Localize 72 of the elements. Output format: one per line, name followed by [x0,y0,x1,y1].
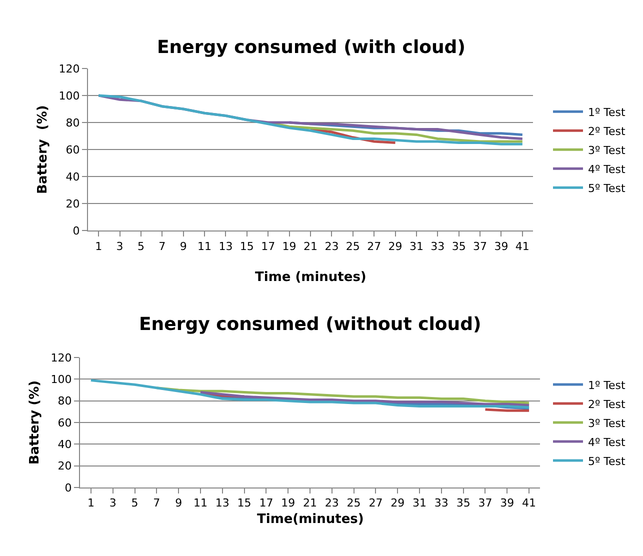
x-tick-label: 15 [237,496,252,510]
legend-label: 4º Test [588,162,626,176]
y-tick-label: 20 [66,197,80,210]
y-tick-label: 100 [58,89,80,102]
x-tick-label: 27 [367,240,382,253]
y-tick-label: 40 [58,438,72,452]
legend-label: 5º Test [588,454,626,468]
x-tick-label: 39 [494,240,508,253]
x-tick-label: 3 [109,496,116,510]
x-tick-label: 23 [324,496,339,510]
x-tick-label: 35 [452,240,466,253]
x-tick-label: 13 [215,496,230,510]
x-tick-label: 25 [346,240,360,253]
x-tick-label: 31 [409,240,424,253]
x-tick-label: 1 [95,240,102,253]
y-axis-title: Battery (%) [28,380,43,465]
x-tick-label: 21 [304,240,318,253]
x-tick-label: 9 [175,496,182,510]
y-tick-label: 60 [66,143,80,156]
legend-label: 2º Test [588,398,626,411]
x-tick-label: 11 [193,496,208,510]
legend-label: 1º Test [588,378,626,392]
y-tick-label: 0 [72,224,80,238]
y-tick-label: 0 [64,481,72,494]
x-tick-label: 21 [303,496,317,510]
y-tick-label: 120 [50,351,72,364]
y-tick-label: 80 [58,394,72,408]
x-tick-label: 7 [158,240,166,253]
y-tick-label: 60 [58,416,72,430]
y-tick-label: 20 [58,460,72,473]
y-tick-label: 120 [58,62,80,76]
y-tick-label: 100 [50,373,72,386]
x-tick-label: 19 [282,240,296,253]
x-tick-label: 11 [198,240,212,253]
legend-label: 3º Test [588,416,626,430]
legend-label: 5º Test [588,182,626,195]
x-axis-title: Time(minutes) [257,512,364,527]
x-tick-label: 29 [388,240,402,253]
x-tick-label: 13 [218,240,233,253]
x-tick-label: 7 [153,496,160,510]
legend-label: 1º Test [588,106,626,119]
x-tick-label: 37 [478,496,492,510]
y-tick-label: 80 [66,116,80,130]
x-tick-label: 27 [368,496,383,510]
x-tick-label: 33 [430,240,445,253]
x-tick-label: 17 [261,240,276,253]
x-tick-label: 39 [500,496,514,510]
y-tick-label: 40 [66,170,80,184]
x-tick-label: 5 [131,496,138,510]
x-tick-label: 19 [281,496,296,510]
x-tick-label: 3 [116,240,124,253]
legend-label: 3º Test [588,144,626,157]
x-tick-label: 25 [346,496,361,510]
x-tick-label: 1 [87,496,94,510]
x-tick-label: 17 [259,496,274,510]
chart-title: Energy consumed (without cloud) [139,314,482,335]
x-axis-title: Time (minutes) [255,270,366,285]
x-tick-label: 41 [515,240,530,253]
x-tick-label: 23 [324,240,339,253]
x-tick-label: 15 [240,240,254,253]
x-tick-label: 33 [434,496,448,510]
legend-label: 2º Test [588,124,626,138]
y-axis-title: Battery (%) [36,105,51,194]
x-tick-label: 41 [522,496,536,510]
x-tick-label: 31 [412,496,427,510]
x-tick-label: 35 [456,496,470,510]
x-tick-label: 29 [390,496,405,510]
legend-label: 4º Test [588,436,626,449]
x-tick-label: 5 [137,240,144,253]
chart-title: Energy consumed (with cloud) [157,37,466,58]
x-tick-label: 37 [473,240,488,253]
x-tick-label: 9 [180,240,187,253]
